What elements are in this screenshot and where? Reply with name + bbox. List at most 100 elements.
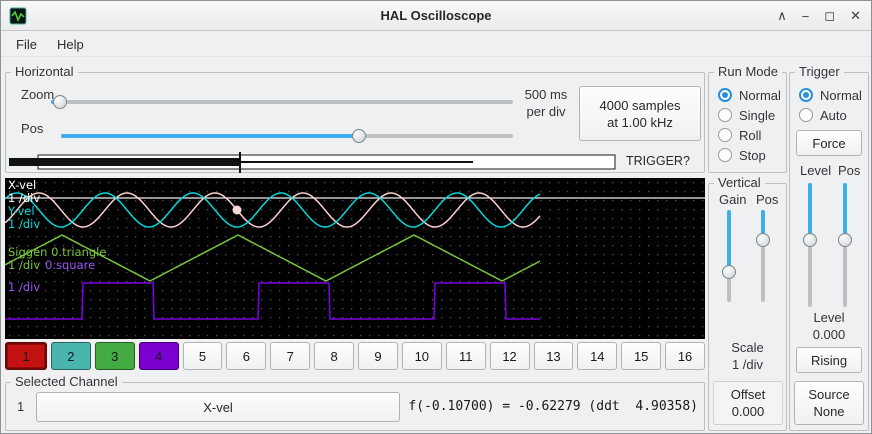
horizontal-group-title: Horizontal <box>11 64 78 79</box>
slider-fill <box>808 183 812 241</box>
run-mode-option-roll[interactable]: Roll <box>718 125 781 145</box>
slider-fill <box>843 183 847 241</box>
run-mode-option-normal[interactable]: Normal <box>718 85 781 105</box>
channel-button-14[interactable]: 14 <box>577 342 618 370</box>
vertical-group: Vertical Gain Pos Scale 1 /div Offset 0.… <box>708 175 787 431</box>
radio-label: Single <box>739 107 776 123</box>
slider-groove <box>761 210 765 302</box>
slider-knob[interactable] <box>722 264 736 279</box>
scope-channel-label: Y-vel <box>7 204 35 218</box>
menu-file[interactable]: File <box>16 36 37 52</box>
scope-channel-label: 0.square <box>45 258 95 272</box>
channel-button-row: 1 2 3 4 5 6 7 8 9 10 11 12 13 14 15 16 <box>5 342 705 370</box>
channel-button-1[interactable]: 1 <box>5 342 47 370</box>
offset-line2: 0.000 <box>731 404 765 419</box>
trigger-option-normal[interactable]: Normal <box>799 85 862 105</box>
force-button[interactable]: Force <box>796 130 862 156</box>
channel-button-13[interactable]: 13 <box>533 342 574 370</box>
maximize-icon[interactable]: ◻ <box>824 8 836 23</box>
h-pos-slider[interactable] <box>61 129 513 143</box>
minimize-icon[interactable]: − <box>801 8 810 24</box>
trace-y-vel <box>4 192 541 228</box>
channel-button-6[interactable]: 6 <box>226 342 267 370</box>
channel-button-5[interactable]: 5 <box>182 342 223 370</box>
selected-channel-group: Selected Channel 1 X-vel f(-0.10700) = -… <box>5 374 705 431</box>
samples-button[interactable]: 4000 samples at 1.00 kHz <box>579 86 701 141</box>
run-mode-option-stop[interactable]: Stop <box>718 145 781 165</box>
scope-channel-label: 1 /div <box>8 258 40 272</box>
channel-button-16[interactable]: 16 <box>665 342 705 370</box>
vertical-pos-slider[interactable] <box>756 210 770 302</box>
edge-button[interactable]: Rising <box>796 347 862 373</box>
channel-button-9[interactable]: 9 <box>358 342 398 370</box>
trigger-pos-label: Pos <box>838 163 861 178</box>
selected-channel-group-title: Selected Channel <box>11 374 122 389</box>
channel-button-10[interactable]: 10 <box>401 342 442 370</box>
channel-button-2[interactable]: 2 <box>50 342 91 370</box>
slider-knob[interactable] <box>803 233 817 248</box>
run-mode-group-title: Run Mode <box>714 64 782 79</box>
trigger-level-slider[interactable] <box>803 183 817 307</box>
trigger-group-title: Trigger <box>795 64 844 79</box>
run-mode-group: Run Mode Normal Single Roll Stop <box>708 64 787 173</box>
channel-name-button[interactable]: X-vel <box>36 392 400 422</box>
radio-label: Normal <box>820 87 862 103</box>
trigger-group: Trigger Normal Auto Force Level Pos Level… <box>789 64 869 431</box>
titlebar: HAL Oscilloscope ∧ − ◻ ✕ <box>1 1 871 31</box>
channel-value-readout: f(-0.10700) = -0.62279 (ddt 4.90358) <box>408 399 698 414</box>
trigger-option-auto[interactable]: Auto <box>799 105 862 125</box>
slider-knob[interactable] <box>352 129 367 143</box>
offset-button[interactable]: Offset 0.000 <box>713 381 783 425</box>
window-controls: ∧ − ◻ ✕ <box>777 1 861 31</box>
slider-fill <box>727 210 731 272</box>
radio-icon <box>799 88 813 102</box>
samples-line2: at 1.00 kHz <box>607 114 673 130</box>
timeline-position-bar[interactable] <box>7 151 705 174</box>
slider-fill <box>761 210 765 241</box>
scope-channel-label: 1 /div <box>8 191 40 205</box>
scope-channel-label: 1 /div <box>8 280 40 294</box>
trigger-pos-slider[interactable] <box>838 183 852 307</box>
run-mode-option-single[interactable]: Single <box>718 105 781 125</box>
channel-button-11[interactable]: 11 <box>445 342 486 370</box>
trace-siggen-0-square <box>5 282 540 320</box>
channel-button-4[interactable]: 4 <box>138 342 179 370</box>
selected-channel-number: 1 <box>17 399 25 414</box>
channel-button-7[interactable]: 7 <box>270 342 311 370</box>
per-div-label: 500 ms per div <box>516 86 576 120</box>
per-div-line2: per div <box>526 104 566 119</box>
scope-display[interactable]: X-vel 1 /div Y-vel 1 /div Siggen 0.triangle 1… <box>4 178 705 339</box>
vertical-pos-label: Pos <box>756 192 779 207</box>
slider-knob[interactable] <box>838 233 852 248</box>
channel-button-3[interactable]: 3 <box>94 342 135 370</box>
menubar: File Help <box>1 32 871 57</box>
slider-fill <box>61 134 360 138</box>
slider-knob[interactable] <box>53 95 68 109</box>
gain-slider[interactable] <box>722 210 736 302</box>
trigger-marker[interactable] <box>232 205 242 215</box>
trace-x-vel <box>4 192 541 228</box>
source-line1: Source <box>808 387 850 402</box>
slider-knob[interactable] <box>756 233 770 248</box>
source-line2: None <box>813 404 845 419</box>
close-icon[interactable]: ✕ <box>850 8 861 23</box>
menu-help[interactable]: Help <box>56 36 84 52</box>
trigger-level-label: Level <box>800 163 832 178</box>
channel-button-12[interactable]: 12 <box>489 342 530 370</box>
trigger-question-label: TRIGGER? <box>626 154 690 168</box>
radio-icon <box>718 128 732 142</box>
shade-icon[interactable]: ∧ <box>777 8 787 23</box>
channel-button-8[interactable]: 8 <box>314 342 354 370</box>
radio-icon <box>718 108 732 122</box>
per-div-line1: 500 ms <box>524 87 568 102</box>
source-button[interactable]: Source None <box>794 381 864 425</box>
trigger-radios: Normal Auto <box>799 85 862 125</box>
window-title: HAL Oscilloscope <box>380 8 492 23</box>
radio-label: Roll <box>739 127 762 143</box>
radio-icon <box>718 88 732 102</box>
zoom-slider[interactable] <box>51 95 513 109</box>
zoom-label: Zoom <box>21 87 55 102</box>
channel-button-15[interactable]: 15 <box>621 342 662 370</box>
radio-icon <box>799 108 813 122</box>
